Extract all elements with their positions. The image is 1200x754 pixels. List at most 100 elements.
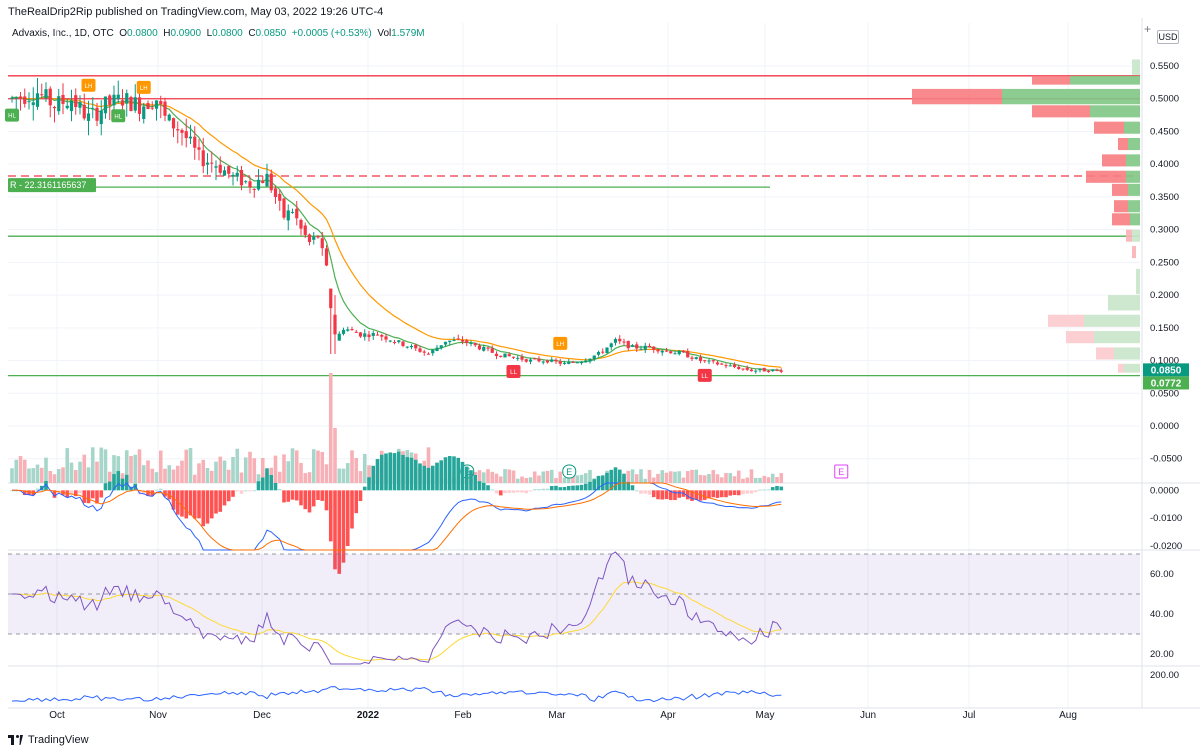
volume-bar	[668, 471, 673, 483]
volume-bar	[358, 471, 363, 483]
candle-body	[431, 349, 435, 354]
pivot-label-text: LH	[140, 86, 148, 92]
macd-histogram-bar	[545, 488, 550, 491]
candle-body	[720, 363, 724, 365]
candle-body	[312, 236, 316, 240]
macd-histogram-bar	[745, 490, 750, 494]
volume-bar	[588, 469, 592, 483]
macd-histogram-bar	[201, 490, 206, 527]
candle-body	[545, 360, 550, 363]
candle-body	[584, 360, 588, 363]
rsi-tick-label: 20.00	[1150, 649, 1174, 660]
candle-body	[443, 341, 448, 345]
macd-histogram-bar	[192, 490, 197, 519]
candle-body	[278, 193, 282, 201]
macd-histogram-bar	[498, 490, 503, 496]
macd-histogram-bar	[248, 490, 252, 492]
volume-bar	[52, 474, 57, 483]
macd-histogram-bar	[741, 490, 745, 495]
macd-histogram-bar	[52, 490, 57, 498]
x-tick-label: Jul	[963, 710, 976, 721]
macd-histogram-bar	[758, 489, 762, 491]
volume-bar	[141, 465, 146, 483]
macd-histogram-bar	[566, 485, 571, 491]
macd-histogram-bar	[358, 490, 363, 502]
pivot-label-text: HL	[114, 114, 122, 120]
volume-profile-bar	[1124, 363, 1140, 373]
symbol-title: Advaxis, Inc., 1D, OTC	[12, 28, 114, 39]
macd-tick-label: -0.0200	[1150, 541, 1182, 552]
volume-bar	[205, 468, 210, 483]
x-tick-label: Apr	[660, 710, 676, 721]
price-tick-label: 0.4500	[1150, 126, 1179, 137]
candle-body	[741, 368, 745, 370]
volume-bar	[175, 465, 180, 483]
candle-body	[439, 345, 443, 348]
macd-histogram-bar	[39, 485, 44, 491]
macd-histogram-bar	[677, 490, 682, 498]
volume-bar	[158, 450, 163, 483]
candle-body	[762, 367, 766, 372]
candle-body	[129, 97, 133, 111]
candle-body	[541, 361, 545, 363]
candle-body	[528, 359, 533, 362]
macd-histogram-bar	[320, 490, 325, 501]
volume-bar	[197, 463, 201, 483]
macd-histogram-bar	[401, 454, 405, 491]
pivot-label-box	[81, 78, 96, 92]
volume-bar	[766, 477, 771, 483]
volume-bar	[22, 459, 27, 483]
macd-histogram-bar	[235, 490, 240, 492]
volume-bar	[103, 449, 108, 483]
macd-histogram-bar	[197, 490, 201, 519]
volume-bar	[634, 474, 639, 483]
volume-bar	[690, 469, 694, 483]
macd-histogram-bar	[660, 490, 665, 500]
volume-bar	[583, 473, 588, 483]
candle-body	[154, 100, 159, 109]
chart-canvas[interactable]: Oct Nov Dec 2022 Feb Mar Apr May Jun Jul Aug 0.5500…	[0, 18, 1200, 730]
macd-signal-line	[12, 482, 782, 551]
volume-bar	[252, 458, 257, 483]
volume-bar	[299, 462, 303, 483]
candle-body	[558, 361, 562, 364]
volume-bar	[303, 473, 308, 483]
volume-bar	[61, 467, 65, 483]
macd-histogram-bar	[477, 481, 482, 491]
candle-body	[188, 136, 193, 139]
pivot-label-text: LL	[510, 370, 517, 376]
candle-body	[392, 341, 397, 343]
add-symbol-icon[interactable]: +	[1144, 22, 1152, 36]
volume-bar	[214, 461, 218, 483]
macd-histogram-bar	[541, 488, 546, 491]
candle-body	[23, 96, 27, 104]
volume-bar	[515, 478, 520, 483]
volume-bar	[99, 447, 104, 483]
volume-bar	[294, 450, 299, 483]
macd-histogram-bar	[384, 453, 388, 491]
candle-body	[52, 107, 57, 109]
volume-bar	[660, 470, 665, 483]
macd-histogram-bar	[90, 490, 95, 499]
candle-body	[239, 169, 244, 186]
volume-bar	[656, 473, 660, 483]
price-tick-label: -0.0500	[1150, 454, 1182, 465]
candle-body	[401, 341, 405, 346]
volume-profile-bar	[1126, 170, 1140, 183]
candle-body	[473, 343, 477, 346]
macd-histogram-bar	[711, 490, 716, 498]
volume-bar	[511, 470, 516, 483]
macd-histogram-bar	[14, 490, 19, 492]
volume-profile-bar	[1070, 75, 1140, 85]
rsi-ma-line	[12, 581, 782, 662]
candle-body	[205, 162, 210, 165]
macd-histogram-bar	[579, 484, 584, 491]
bottom-indicator-line	[11, 686, 782, 703]
currency-button[interactable]: USD	[1157, 30, 1179, 44]
candle-body	[65, 105, 69, 109]
macd-histogram-bar	[379, 454, 384, 491]
macd-histogram-bar	[396, 451, 401, 491]
candle-body	[567, 361, 571, 364]
macd-histogram-bar	[239, 490, 244, 494]
candle-body	[601, 351, 605, 353]
